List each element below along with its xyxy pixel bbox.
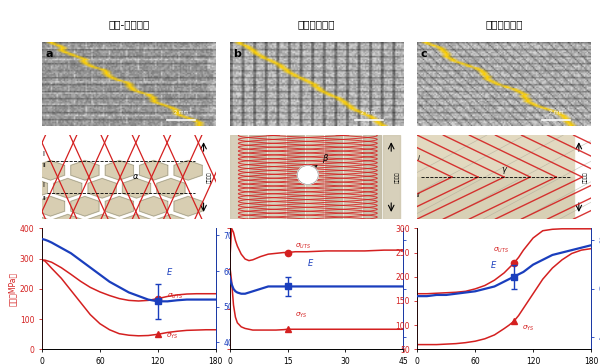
Text: 2 mm: 2 mm	[174, 110, 188, 115]
Polygon shape	[417, 135, 574, 177]
Text: $\sigma_{UTS}$: $\sigma_{UTS}$	[167, 292, 184, 301]
Bar	[383, 135, 400, 219]
Text: 拉伸载荷: 拉伸载荷	[207, 171, 212, 183]
Bar	[364, 135, 380, 219]
Text: ii: ii	[417, 193, 421, 198]
Bar	[306, 135, 323, 219]
Polygon shape	[174, 197, 202, 216]
Bar	[249, 135, 266, 219]
Polygon shape	[122, 178, 151, 198]
Text: $\sigma_{YS}$: $\sigma_{YS}$	[295, 311, 308, 320]
Polygon shape	[140, 197, 168, 216]
Polygon shape	[157, 214, 185, 234]
Text: 拉伸载荷: 拉伸载荷	[395, 171, 400, 183]
Polygon shape	[37, 161, 65, 180]
Text: I: I	[42, 182, 44, 189]
Text: 蝠旋编织结构: 蝠旋编织结构	[298, 19, 335, 29]
Text: $E$: $E$	[490, 259, 497, 270]
Polygon shape	[122, 214, 151, 234]
Polygon shape	[53, 178, 82, 198]
Text: $\sigma_{UTS}$: $\sigma_{UTS}$	[493, 246, 509, 255]
Text: II: II	[42, 195, 46, 201]
Polygon shape	[88, 178, 116, 198]
Polygon shape	[417, 177, 574, 219]
Polygon shape	[157, 178, 185, 198]
Polygon shape	[140, 161, 168, 180]
Text: II: II	[42, 163, 46, 168]
Text: 2 mm: 2 mm	[361, 110, 376, 115]
Text: i: i	[417, 155, 419, 161]
Text: $E$: $E$	[166, 266, 173, 277]
Polygon shape	[37, 197, 65, 216]
Bar	[268, 135, 285, 219]
Text: $\gamma$: $\gamma$	[500, 165, 508, 176]
Polygon shape	[174, 161, 202, 180]
Bar	[287, 135, 304, 219]
Polygon shape	[19, 178, 47, 198]
Text: $\beta$: $\beta$	[322, 153, 329, 165]
Text: 交叉鸞片结构: 交叉鸞片结构	[485, 19, 523, 29]
Text: 「砖-泥」结构: 「砖-泥」结构	[108, 19, 149, 29]
Polygon shape	[88, 214, 116, 234]
Polygon shape	[105, 161, 133, 180]
Y-axis label: 强度（MPa）: 强度（MPa）	[8, 272, 17, 306]
Text: $\sigma_{YS}$: $\sigma_{YS}$	[166, 332, 178, 341]
Text: 2 mm: 2 mm	[549, 110, 563, 115]
Polygon shape	[71, 161, 99, 180]
Text: c: c	[421, 49, 427, 59]
Polygon shape	[71, 197, 99, 216]
Polygon shape	[53, 214, 82, 234]
Text: a: a	[46, 49, 53, 59]
Text: $E$: $E$	[307, 257, 314, 268]
Text: $\alpha$: $\alpha$	[133, 172, 140, 181]
Text: $\sigma_{UTS}$: $\sigma_{UTS}$	[295, 241, 311, 251]
Text: $\sigma_{YS}$: $\sigma_{YS}$	[521, 324, 534, 333]
Text: 拉伸载荷: 拉伸载荷	[583, 171, 587, 183]
Polygon shape	[105, 197, 133, 216]
Text: I: I	[42, 151, 44, 157]
Bar	[230, 135, 247, 219]
Text: b: b	[233, 49, 241, 59]
Bar	[344, 135, 361, 219]
Polygon shape	[19, 214, 47, 234]
Bar	[325, 135, 343, 219]
Ellipse shape	[298, 166, 318, 185]
